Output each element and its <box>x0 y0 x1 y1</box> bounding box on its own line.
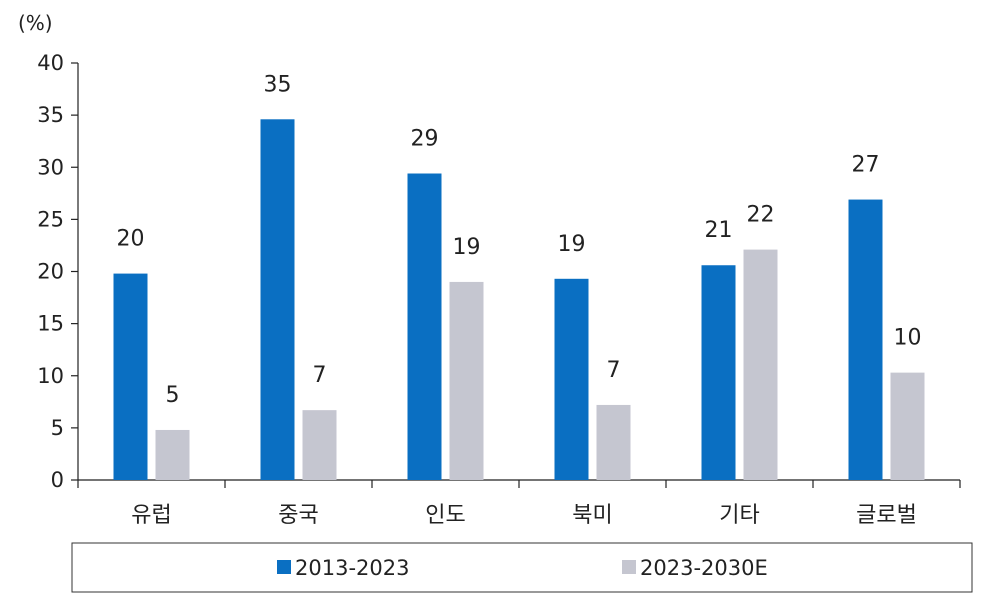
y-tick-label: 0 <box>51 468 64 492</box>
x-category-label: 북미 <box>572 503 612 528</box>
x-axis: 유럽 중국 인도 북미 기타 글로벌 <box>77 479 961 528</box>
bar <box>890 372 925 480</box>
data-label: 20 <box>117 227 145 252</box>
y-tick-label: 40 <box>37 51 64 75</box>
bar <box>701 265 736 480</box>
y-unit-label: (%) <box>18 11 53 35</box>
y-axis: 0 5 10 15 20 25 30 35 40 <box>37 51 79 492</box>
data-label: 19 <box>453 235 481 260</box>
x-category-label: 유럽 <box>131 503 171 528</box>
bars <box>113 119 925 481</box>
x-category-label: 인도 <box>425 503 465 528</box>
legend: 2013-2023 2023-2030E <box>71 542 973 593</box>
data-label: 7 <box>607 358 621 383</box>
bar <box>113 273 148 480</box>
x-category-label: 글로벌 <box>856 503 917 528</box>
data-label: 22 <box>747 203 775 228</box>
x-category-label: 중국 <box>278 503 318 528</box>
bar <box>302 410 337 480</box>
data-label: 5 <box>166 383 180 408</box>
bar <box>407 173 442 480</box>
legend-label-2023-2030e: 2023-2030E <box>640 556 768 580</box>
data-label: 21 <box>705 218 733 243</box>
y-tick-label: 20 <box>37 260 64 284</box>
data-label: 10 <box>894 326 922 351</box>
data-label: 27 <box>852 153 880 178</box>
legend-swatch-2013-2023 <box>277 560 291 574</box>
legend-swatch-2023-2030e <box>622 560 636 574</box>
y-tick-label: 5 <box>51 416 64 440</box>
bar <box>155 429 190 480</box>
bar <box>596 404 631 480</box>
legend-label-2013-2023: 2013-2023 <box>295 556 409 580</box>
data-label: 35 <box>264 72 292 97</box>
legend-box <box>71 542 973 593</box>
bar <box>260 119 295 481</box>
data-label: 19 <box>558 232 586 257</box>
data-labels: 20 5 35 7 29 19 19 7 21 22 27 10 <box>117 72 922 408</box>
data-label: 7 <box>313 363 327 388</box>
y-tick-label: 15 <box>37 312 64 336</box>
bar <box>554 278 589 480</box>
x-category-label: 기타 <box>719 503 759 528</box>
y-tick-label: 10 <box>37 364 64 388</box>
bar <box>743 249 778 480</box>
y-tick-label: 25 <box>37 207 64 231</box>
bar <box>449 281 484 480</box>
y-tick-label: 30 <box>37 155 64 179</box>
y-tick-label: 35 <box>37 103 64 127</box>
data-label: 29 <box>411 127 439 152</box>
bar <box>848 199 883 480</box>
